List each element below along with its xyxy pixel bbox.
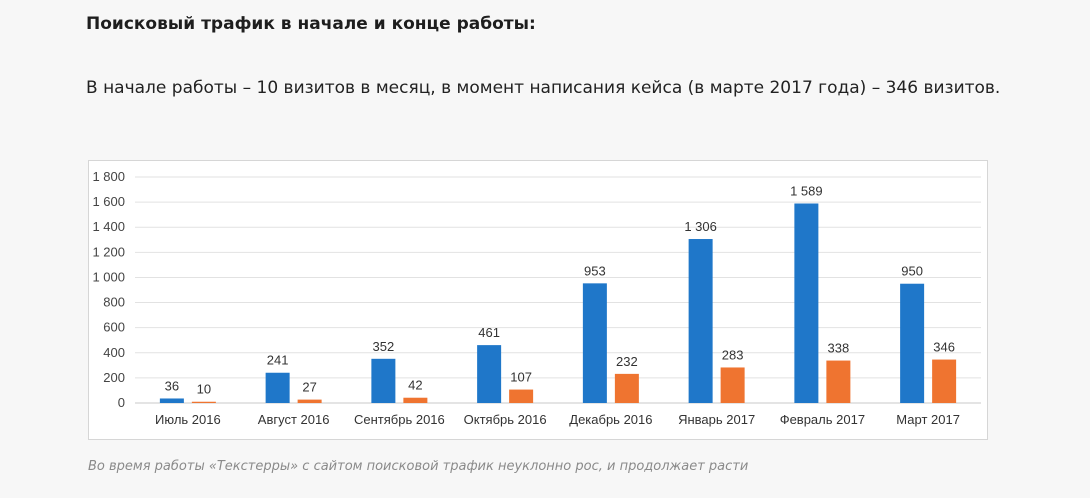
- bar-series-1: [159, 398, 184, 403]
- traffic-chart: 0 200 400 600 800 1 000 1 200 1 400 1 600 1 800 3…: [88, 160, 988, 440]
- bar-value-label: 953: [584, 263, 606, 278]
- bars: [159, 203, 957, 403]
- y-tick-label: 1 800: [92, 169, 125, 184]
- x-category-label: Декабрь 2016: [569, 412, 652, 427]
- bar-series-1: [371, 358, 396, 403]
- x-category-label: Март 2017: [896, 412, 960, 427]
- bar-series-1: [477, 345, 502, 403]
- bar-series-2: [191, 401, 216, 403]
- traffic-bar-chart: 0 200 400 600 800 1 000 1 200 1 400 1 600 1 800 3…: [92, 169, 981, 427]
- y-tick-label: 600: [103, 320, 125, 335]
- y-tick-label: 800: [103, 295, 125, 310]
- y-tick-label: 200: [103, 370, 125, 385]
- bar-series-2: [403, 397, 428, 403]
- bar-value-label: 283: [722, 347, 744, 362]
- bar-series-1: [688, 239, 713, 403]
- y-tick-label: 1 600: [92, 194, 125, 209]
- y-tick-label: 0: [118, 395, 125, 410]
- bar-series-1: [794, 203, 819, 403]
- y-axis-ticks: 0 200 400 600 800 1 000 1 200 1 400 1 600 1 800: [92, 169, 125, 410]
- bar-value-label: 1 306: [684, 219, 717, 234]
- bar-value-label: 42: [408, 378, 422, 393]
- bar-value-label: 27: [302, 380, 316, 395]
- x-category-label: Февраль 2017: [780, 412, 865, 427]
- bar-series-1: [265, 372, 290, 403]
- section-heading: Поисковый трафик в начале и конце работы…: [86, 14, 536, 34]
- bar-value-label: 338: [828, 341, 850, 356]
- y-tick-label: 1 400: [92, 219, 125, 234]
- bar-series-2: [826, 360, 851, 403]
- bar-series-2: [509, 389, 534, 403]
- y-tick-label: 1 000: [92, 269, 125, 284]
- bar-series-1: [900, 283, 925, 403]
- bar-series-2: [932, 359, 957, 403]
- bar-value-label: 10: [197, 382, 211, 397]
- data-labels: 36 10 241 27 352 42 461 107 953 232 1 306 283 1 589 3…: [165, 183, 955, 396]
- bar-series-2: [297, 399, 322, 403]
- bar-value-label: 461: [478, 325, 500, 340]
- bar-series-1: [582, 283, 607, 403]
- x-category-label: Сентябрь 2016: [354, 412, 445, 427]
- bar-series-2: [614, 373, 639, 403]
- bar-value-label: 107: [510, 370, 532, 385]
- lead-paragraph: В начале работы – 10 визитов в месяц, в …: [86, 78, 1001, 98]
- x-category-label: Январь 2017: [678, 412, 755, 427]
- bar-value-label: 352: [373, 339, 395, 354]
- x-axis-categories: Июль 2016 Август 2016 Сентябрь 2016 Октябрь…: [155, 412, 960, 427]
- bar-series-2: [720, 367, 745, 403]
- bar-value-label: 232: [616, 354, 638, 369]
- y-tick-label: 1 200: [92, 244, 125, 259]
- x-category-label: Август 2016: [258, 412, 330, 427]
- bar-value-label: 36: [165, 378, 179, 393]
- chart-caption: Во время работы «Текстерры» с сайтом пои…: [88, 459, 749, 474]
- x-category-label: Июль 2016: [155, 412, 221, 427]
- bar-value-label: 1 589: [790, 183, 823, 198]
- bar-value-label: 241: [267, 353, 289, 368]
- y-tick-label: 400: [103, 345, 125, 360]
- gridlines: [135, 176, 981, 404]
- bar-value-label: 346: [933, 340, 955, 355]
- x-category-label: Октябрь 2016: [464, 412, 547, 427]
- bar-value-label: 950: [901, 264, 923, 279]
